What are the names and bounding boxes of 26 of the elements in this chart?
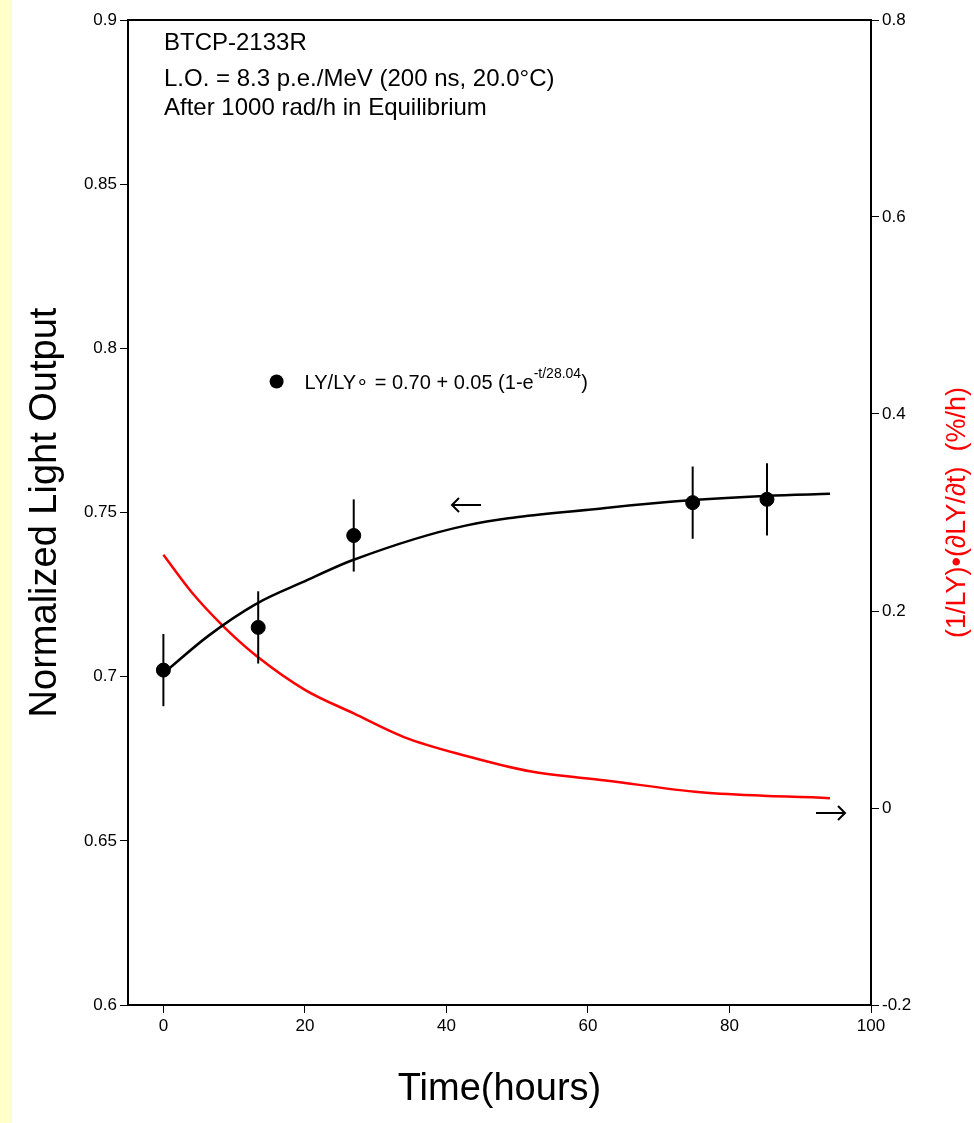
y2-tick-label: 0.4 <box>882 403 906 423</box>
x-tick-label: 20 <box>295 1015 315 1035</box>
y-tick-label: 0.9 <box>93 9 117 29</box>
x-tick-label: 60 <box>578 1015 598 1035</box>
y2-tick-label: 0 <box>882 797 892 817</box>
x-axis-title: Time(hours) <box>397 1066 602 1108</box>
line-series <box>162 553 832 800</box>
y2-tick-label: 0.2 <box>882 600 906 620</box>
y-tick-label: 0.6 <box>93 994 117 1014</box>
y-tick-label: 0.75 <box>83 502 117 522</box>
y2-tick-label: 0.6 <box>882 206 906 226</box>
y-tick-label: 0.7 <box>93 666 117 686</box>
x-tick-label: 0 <box>158 1015 169 1035</box>
annotation: After 1000 rad/h in Equilibrium <box>164 93 487 120</box>
x-tick-label: 100 <box>856 1015 886 1035</box>
y-tick-label: 0.8 <box>93 338 117 358</box>
y2-axis-title: (1/LY)•(∂LY/∂t) (%/h) <box>941 386 971 639</box>
y-axis-title: Normalized Light Output <box>22 307 64 718</box>
y2-tick-label: -0.2 <box>882 994 912 1014</box>
y-tick-label: 0.85 <box>83 173 117 193</box>
chart-title: BTCP-2133R <box>164 28 307 55</box>
text: L.O. = 8.3 p.e./MeV (200 ns, 20.0°C) <box>164 64 555 91</box>
y2-tick-label: 0.8 <box>882 9 906 29</box>
x-tick-label: 40 <box>436 1015 456 1035</box>
x-tick-label: 80 <box>720 1015 739 1035</box>
y-tick-label: 0.65 <box>83 830 117 850</box>
